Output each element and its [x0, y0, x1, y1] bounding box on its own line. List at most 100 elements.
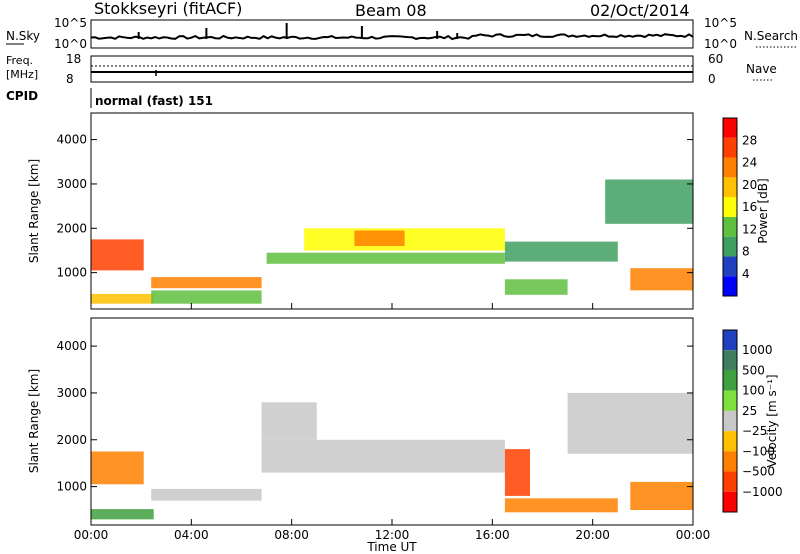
y-tick-label: 2000 [56, 433, 87, 447]
cpid-value: normal (fast) 151 [95, 94, 213, 108]
power-colorbar-swatch [723, 216, 737, 237]
power-colorbar-tick: 20 [742, 178, 757, 192]
heatmap-cell [91, 239, 144, 271]
nsky-label: N.Sky [6, 29, 40, 43]
velocity-colorbar-tick: 100 [742, 384, 765, 398]
nave-tick-high: 60 [708, 52, 723, 66]
heatmap-cell [504, 279, 568, 295]
nsky-tick-low: 10^0 [54, 37, 87, 51]
heatmap-cell [567, 392, 693, 454]
y-tick-label: 4000 [56, 133, 87, 147]
heatmap-cell [91, 451, 144, 485]
velocity-colorbar-frame [722, 329, 738, 513]
power-heatmap-cells [91, 179, 693, 304]
nsky-frame [90, 19, 694, 49]
nsearch-tick-low: 10^0 [704, 37, 737, 51]
nsearch-tick-high: 10^5 [704, 16, 737, 30]
velocity-colorbar-tick: 1000 [742, 343, 773, 357]
power-colorbar-swatch [723, 118, 737, 138]
velocity-colorbar-swatch [723, 410, 737, 432]
velocity-colorbar-swatch [723, 370, 737, 391]
heatmap-cell [91, 509, 154, 520]
y-tick-label: 2000 [56, 221, 87, 235]
power-colorbar-tick: 16 [742, 200, 757, 214]
velocity-colorbar-tick: 25 [742, 404, 757, 418]
time-x-axis: 00:00 04:00 08:00 12:00 16:00 20:00 00:00 [74, 303, 711, 542]
power-colorbar-swatch [723, 177, 737, 198]
velocity-colorbar-tick: −1000 [742, 485, 783, 499]
nsearch-label: N.Search [744, 29, 798, 43]
heatmap-cell [151, 277, 262, 289]
heatmap-cell [261, 439, 505, 473]
power-colorbar-tick: 8 [742, 245, 750, 259]
y-tick-label: 1000 [56, 266, 87, 280]
power-colorbar-swatch [723, 256, 737, 277]
power-colorbar-swatch [723, 197, 737, 217]
y-tick-label: 3000 [56, 177, 87, 191]
x-tick-label: 08:00 [274, 528, 309, 542]
beam-label: Beam 08 [355, 1, 427, 20]
xlabel: Time UT [366, 540, 417, 554]
velocity-colorbar-swatch [723, 471, 737, 492]
nsky-spikes [137, 23, 459, 39]
power-colorbar-swatch [723, 157, 737, 178]
velocity-colorbar-tick: −100 [742, 444, 775, 458]
heatmap-cell [504, 449, 530, 496]
y-tick-label: 3000 [56, 386, 87, 400]
velocity-panel: 4000 3000 2000 1000 Slant Range [km] 1000 50… [27, 303, 783, 554]
velocity-colorbar-swatch [723, 491, 737, 512]
power-colorbar-swatch [723, 276, 737, 296]
heatmap-cell [266, 252, 505, 264]
velocity-ylabel: Slant Range [km] [27, 369, 41, 473]
nsky-series [90, 33, 694, 41]
velocity-colorbar-label: Velocity [m s⁻¹] [765, 374, 779, 467]
y-tick-label: 1000 [56, 480, 87, 494]
velocity-y-axis: 4000 3000 2000 1000 [56, 339, 693, 494]
velocity-colorbar-swatch [723, 431, 737, 452]
x-tick-label: 00:00 [74, 528, 109, 542]
x-tick-label: 04:00 [174, 528, 209, 542]
heatmap-cell [91, 293, 154, 304]
y-tick-label: 4000 [56, 339, 87, 353]
nave-tick-low: 0 [708, 72, 716, 86]
cpid-row: CPID normal (fast) 151 [6, 88, 213, 108]
velocity-colorbar: 1000 500 100 25 −25 −100 −500 −1000 [722, 329, 783, 513]
velocity-colorbar-swatch [723, 451, 737, 472]
velocity-colorbar-swatch [723, 390, 737, 411]
nave-label: Nave [746, 62, 777, 76]
heatmap-cell [354, 230, 405, 246]
power-colorbar-tick: 24 [742, 156, 757, 170]
power-y-axis: 4000 3000 2000 1000 [56, 133, 693, 280]
velocity-colorbar-swatch [723, 350, 737, 371]
velocity-colorbar-tick: 500 [742, 363, 765, 377]
power-colorbar-tick: 12 [742, 222, 757, 236]
power-colorbar-tick: 28 [742, 133, 757, 147]
power-colorbar-label: Power [dB] [756, 178, 770, 243]
heatmap-cell [261, 402, 317, 440]
freq-panel: Freq. [MHz] 18 8 60 0 Nave [6, 52, 777, 86]
x-tick-label: 00:00 [676, 528, 711, 542]
title: Stokkseyri (fitACF) [94, 0, 242, 18]
nsky-tick-high: 10^5 [54, 16, 87, 30]
freq-unit-label: [MHz] [6, 68, 38, 81]
heatmap-cell [630, 481, 693, 510]
velocity-colorbar-swatch [723, 330, 737, 351]
freq-tick-low: 8 [66, 72, 74, 86]
freq-label: Freq. [6, 54, 33, 67]
heatmap-cell [605, 179, 693, 224]
power-ylabel: Slant Range [km] [27, 159, 41, 263]
freq-tick-high: 18 [66, 52, 81, 66]
power-colorbar-swatch [723, 137, 737, 158]
heatmap-cell [151, 488, 262, 501]
nsky-panel: N.Sky 10^5 10^0 10^5 10^0 N.Search [6, 16, 798, 51]
heatmap-cell [504, 498, 618, 513]
heatmap-cell [630, 268, 693, 291]
x-tick-label: 12:00 [375, 528, 410, 542]
power-panel: 4000 3000 2000 1000 Slant Range [km] 28 24 20… [27, 112, 770, 310]
date-label: 02/Oct/2014 [590, 1, 690, 20]
heatmap-cell [151, 290, 262, 304]
heatmap-cell [504, 241, 618, 262]
freq-frame [90, 55, 694, 83]
velocity-colorbar-tick: −25 [742, 424, 767, 438]
